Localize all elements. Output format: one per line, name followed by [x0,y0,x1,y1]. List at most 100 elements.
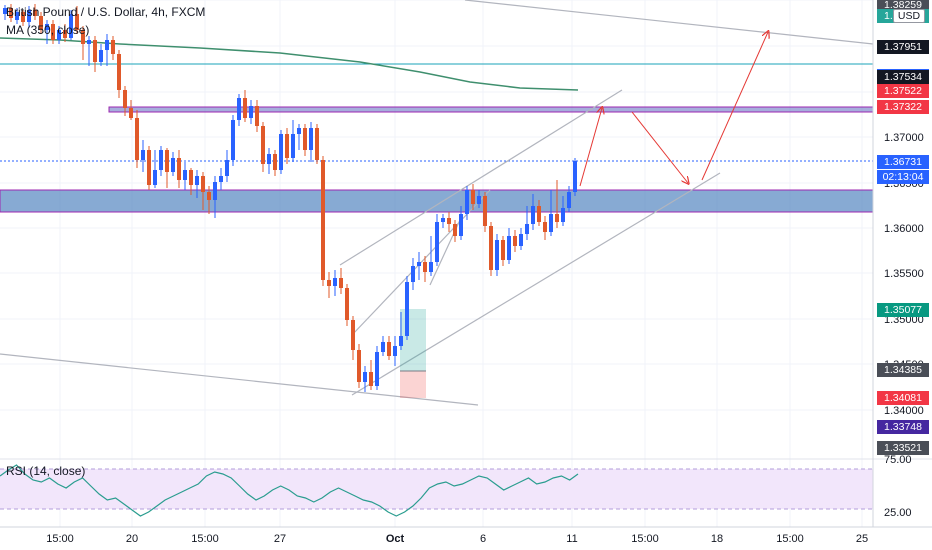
long-position-tool[interactable] [400,309,426,398]
candle-body [105,40,109,50]
trend-line [464,0,874,45]
chart-title: British Pound / U.S. Dollar, 4h, FXCM [6,5,206,19]
candle-body [69,14,73,38]
candle-body [195,176,199,185]
time-tick-label: 15:00 [776,533,804,545]
price-badge: 1.34385 [877,363,929,377]
candle-body [477,196,481,204]
candle-body [111,40,115,54]
candle-body [9,8,13,18]
candle-body [393,346,397,356]
time-tick-label: 25 [856,533,868,545]
candle-body [213,182,217,200]
candle-body [483,196,487,226]
candle-body [465,190,469,214]
candle-body [183,170,187,180]
rsi-legend[interactable]: RSI (14, close) [6,464,86,478]
candle-body [267,154,271,164]
candle-body [57,30,61,40]
resistance-zone[interactable] [108,106,874,113]
candle-body [327,280,331,286]
candle-body [147,150,151,185]
candle-body [447,218,451,224]
candle-body [87,40,91,44]
price-badge: 1.37951 [877,40,929,54]
rsi-band [0,469,873,509]
trend-line [0,353,479,406]
candle-body [429,262,433,272]
candle-body [513,236,517,246]
candle-body [423,262,427,272]
candle-body [273,154,277,170]
candle-body [357,350,361,382]
price-tick-label: 1.35500 [884,268,924,280]
rsi-line [0,464,579,517]
currency-badge: USD [893,9,925,23]
candle-body [549,214,553,232]
candle-body [375,352,379,386]
candle-body [171,158,175,172]
candle-body [117,54,121,90]
price-badge: 1.33748 [877,420,929,434]
candle-body [519,234,523,246]
candle-body [81,30,85,44]
candle-body [135,118,139,160]
candle-body [567,192,571,208]
support-zone[interactable] [0,189,874,213]
rsi-tick-label: 25.00 [884,507,912,519]
candle-body [33,10,37,16]
candle-body [459,214,463,236]
candle-body [207,192,211,200]
stop-area [400,371,426,398]
candle-body [363,372,367,382]
candle-body [441,218,445,222]
candle-body [387,342,391,356]
candles [3,4,577,392]
candle-body [315,128,319,160]
trend-line [339,89,623,266]
time-tick-label: 6 [480,533,486,545]
time-tick-label: 27 [274,533,286,545]
candle-body [63,30,67,38]
candle-body [537,206,541,222]
time-tick-label: 11 [566,533,577,545]
price-badge: 1.37534 [877,70,929,84]
price-badge: 1.37322 [877,100,929,114]
time-tick-label: 15:00 [631,533,659,545]
candle-body [489,226,493,270]
candle-body [219,176,223,182]
candle-body [297,128,301,134]
arrow-line [579,108,602,187]
price-badge: 1.36731 [877,155,929,169]
time-tick-label: 15:00 [46,533,74,545]
candle-body [345,288,349,320]
candle-body [243,98,247,118]
ma-legend[interactable]: MA (350, close) [6,23,90,37]
candle-body [201,176,205,192]
candle-body [525,224,529,234]
candle-body [51,24,55,40]
price-tick-label: 1.37000 [884,132,924,144]
rsi-tick-label: 75.00 [884,454,912,466]
candle-body [141,150,145,160]
candle-body [45,24,49,30]
candle-body [249,106,253,118]
axis-ticks: 1.370001.365001.360001.355001.350001.345… [46,132,924,545]
time-tick-label: Oct [386,533,405,545]
candle-body [453,224,457,236]
candle-body [231,120,235,160]
arrow-line [631,111,688,183]
candle-body [561,208,565,222]
candle-body [15,12,19,20]
price-badge: 1.35077 [877,303,929,317]
candle-body [237,98,241,120]
candle-body [261,126,265,164]
candle-body [225,160,229,176]
projection-arrows[interactable] [579,32,768,187]
candle-body [303,128,307,150]
candle-body [573,161,577,192]
candle-body [3,8,7,14]
price-badge: 1.34081 [877,391,929,405]
candle-body [39,16,43,30]
